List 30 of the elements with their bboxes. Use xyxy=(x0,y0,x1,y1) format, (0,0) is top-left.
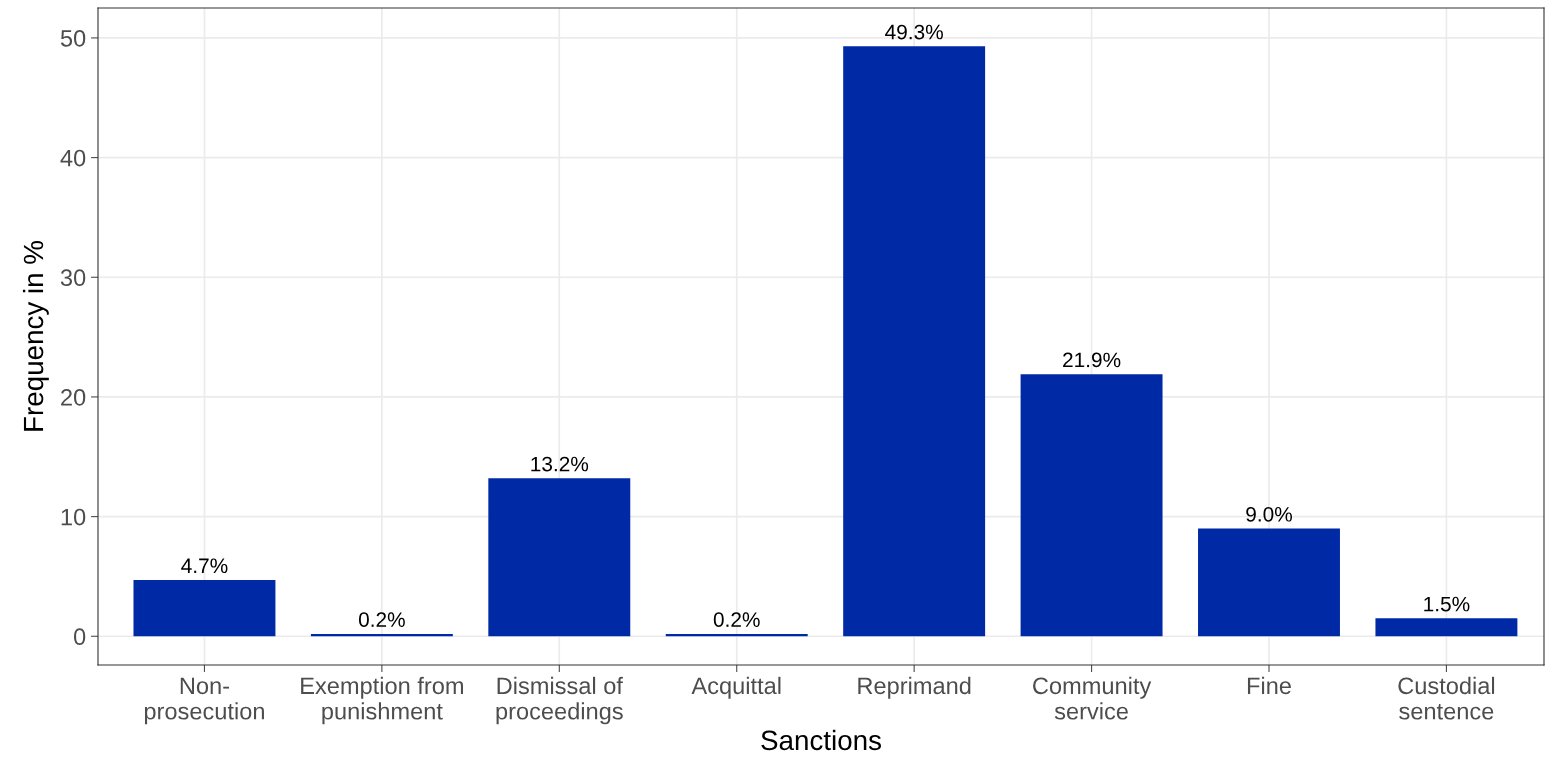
bar xyxy=(133,580,276,637)
x-tick-label: Reprimand xyxy=(858,676,971,699)
bar xyxy=(1198,528,1340,637)
y-tick-label: 40 xyxy=(60,149,86,167)
bar xyxy=(1375,618,1518,637)
y-tick-label: 0 xyxy=(73,628,86,646)
data-label: 49.3% xyxy=(885,24,943,40)
bar xyxy=(488,478,631,637)
y-axis-title: Frequency in % xyxy=(22,240,49,431)
x-tick-label: Dismissal of proceedings xyxy=(496,676,623,725)
x-tick-label: Fine xyxy=(1247,676,1291,695)
bar xyxy=(1020,374,1163,637)
x-tick-label: Non- prosecution xyxy=(144,677,264,725)
x-axis-title: Sanctions xyxy=(761,729,881,751)
x-tick-label: Community service xyxy=(1033,676,1152,720)
data-label: 21.9% xyxy=(1063,352,1121,368)
x-tick-label: Exemption from punishment xyxy=(301,676,463,725)
y-tick-label: 10 xyxy=(61,508,86,526)
data-label: 4.7% xyxy=(181,558,228,574)
data-label: 0.2% xyxy=(713,612,760,627)
y-tick-label: 20 xyxy=(61,389,86,406)
x-tick-label: Acquittal xyxy=(691,676,781,699)
y-tick-label: 30 xyxy=(60,269,86,287)
x-tick-label: Custodial sentence xyxy=(1398,676,1495,720)
y-tick-label: 50 xyxy=(60,29,86,47)
data-label: 0.2% xyxy=(358,612,405,627)
bar xyxy=(843,46,986,637)
data-label: 13.2% xyxy=(531,456,589,472)
data-label: 9.0% xyxy=(1246,506,1292,522)
data-label: 1.5% xyxy=(1424,596,1470,612)
